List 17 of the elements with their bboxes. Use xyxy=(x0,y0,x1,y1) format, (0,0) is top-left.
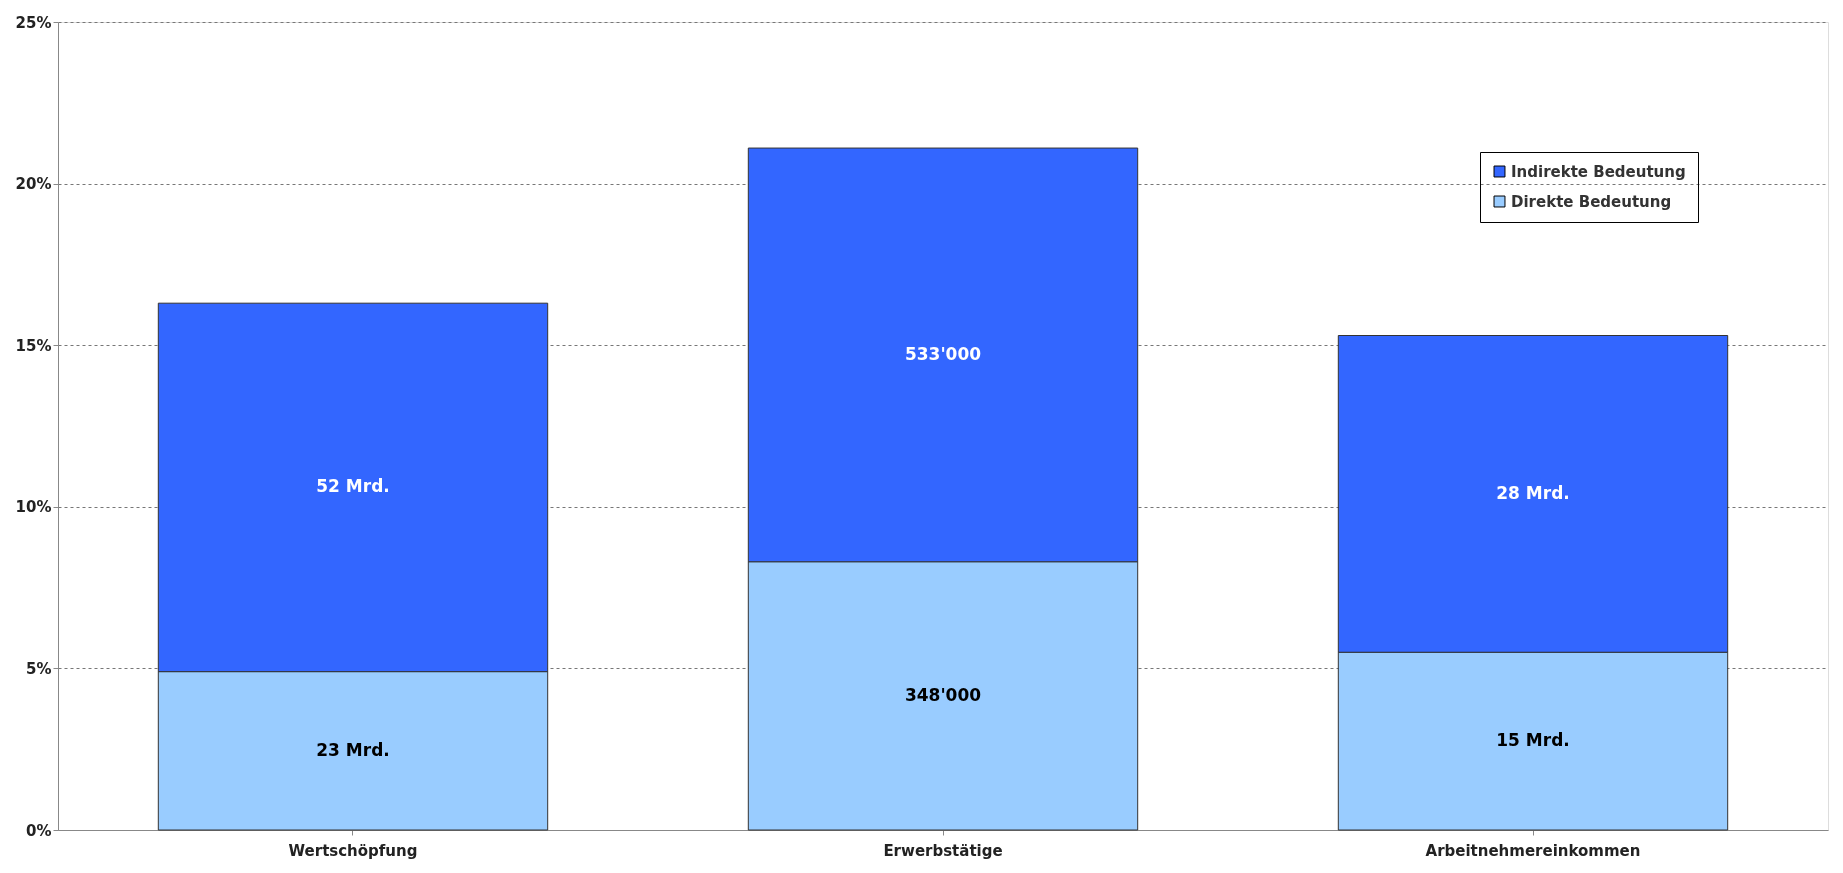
annotation: 15 Mrd. xyxy=(1496,730,1570,751)
legend-label: Indirekte Bedeutung xyxy=(1511,162,1686,181)
x-tick-label: Arbeitnehmereinkommen xyxy=(1425,841,1641,860)
annotation: 52 Mrd. xyxy=(316,476,390,497)
annotation: 348'000 xyxy=(904,684,982,705)
annotation: 533'000 xyxy=(904,343,982,364)
y-tick-label: 0% xyxy=(26,821,52,840)
legend-label: Direkte Bedeutung xyxy=(1511,192,1672,211)
annotation: 23 Mrd. xyxy=(316,739,390,760)
y-tick-label: 15% xyxy=(15,336,52,355)
y-tick-label: 20% xyxy=(15,175,52,194)
y-tick-label: 5% xyxy=(26,659,52,678)
y-tick-label: 25% xyxy=(15,13,52,32)
y-tick-label: 10% xyxy=(15,498,52,517)
annotation: 28 Mrd. xyxy=(1496,482,1570,503)
x-tick-label: Wertschöpfung xyxy=(288,841,418,860)
x-tick-label: Erwerbstätige xyxy=(883,841,1003,860)
